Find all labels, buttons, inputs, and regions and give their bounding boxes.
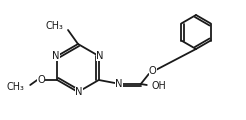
Text: N: N bbox=[75, 87, 83, 97]
Text: N: N bbox=[96, 51, 104, 61]
Text: OH: OH bbox=[152, 81, 167, 91]
Text: N: N bbox=[52, 51, 60, 61]
Text: CH₃: CH₃ bbox=[6, 82, 24, 92]
Text: CH₃: CH₃ bbox=[45, 21, 63, 31]
Text: O: O bbox=[37, 75, 45, 85]
Text: O: O bbox=[149, 66, 157, 76]
Text: N: N bbox=[115, 79, 123, 89]
